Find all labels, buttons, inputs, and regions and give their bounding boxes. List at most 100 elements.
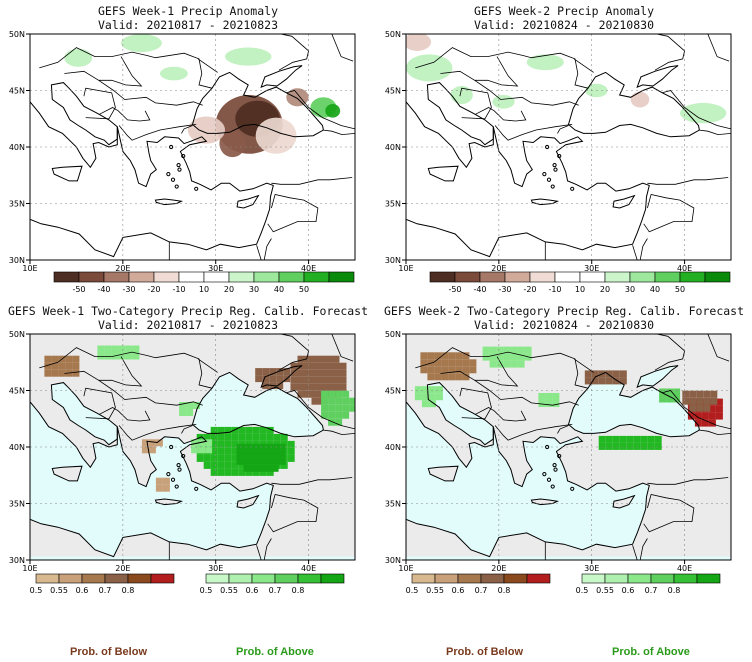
forecast-cell xyxy=(231,468,239,476)
lat-tick-label: 35N xyxy=(9,200,25,209)
forecast-cell xyxy=(598,435,606,443)
forecast-cell xyxy=(262,368,270,376)
forecast-cell xyxy=(689,404,697,412)
forecast-cell xyxy=(266,468,274,476)
forecast-cell xyxy=(245,468,253,476)
colorbar-tick-label: 0.7 xyxy=(645,586,658,595)
anomaly-colorbar-right: -50 -40 -30 -20 -10 10 20 30 40 50 xyxy=(429,271,731,294)
forecast-cell xyxy=(538,400,546,407)
forecast-cell xyxy=(297,376,305,384)
forecast-cell xyxy=(325,383,333,391)
colorbar-swatch xyxy=(581,573,606,584)
forecast-cell xyxy=(191,446,199,454)
colorbar-swatch xyxy=(35,573,60,584)
forecast-cell xyxy=(328,404,336,412)
forecast-cell xyxy=(210,447,218,455)
colorbar-swatch xyxy=(103,271,130,283)
colorbar-tick-label: -30 xyxy=(122,285,135,294)
forecast-cell xyxy=(682,390,690,398)
forecast-cell xyxy=(414,386,422,394)
forecast-cell xyxy=(605,370,613,378)
forecast-cell xyxy=(311,383,319,391)
panel-valid-text: Valid: 20210824 - 20210830 xyxy=(473,18,654,32)
forecast-cell xyxy=(210,433,218,441)
forecast-cell xyxy=(280,433,288,441)
colorbar-tick-label: 40 xyxy=(274,285,284,294)
forecast-cell xyxy=(342,390,350,398)
anomaly-blob xyxy=(526,54,564,71)
forecast-cell xyxy=(659,388,667,396)
forecast-cell xyxy=(469,366,477,374)
forecast-cell xyxy=(455,359,463,367)
colorbar-swatch xyxy=(627,573,652,584)
forecast-cell xyxy=(332,362,340,370)
forecast-cell xyxy=(238,426,246,434)
forecast-cell xyxy=(591,370,599,378)
forecast-cell xyxy=(715,412,723,420)
colorbar-tick-label: 0.55 xyxy=(220,586,238,595)
forecast-cell xyxy=(342,411,350,419)
forecast-cell xyxy=(243,457,251,465)
forecast-cell xyxy=(311,362,319,370)
colorbar-tick-label: 0.6 xyxy=(76,586,89,595)
forecast-cell xyxy=(448,359,456,367)
prob-above-caption: Prob. of Above xyxy=(236,646,314,658)
colorbar-tick-label: -50 xyxy=(448,285,461,294)
forecast-cell xyxy=(584,370,592,378)
colorbar-tick-label: 0.8 xyxy=(668,586,681,595)
forecast-cell xyxy=(584,377,592,385)
forecast-cell xyxy=(428,400,436,408)
forecast-cell xyxy=(210,426,218,434)
forecast-cell xyxy=(441,366,449,374)
colorbar-swatch xyxy=(503,573,528,584)
forecast-cell xyxy=(612,442,620,450)
forecast-cell xyxy=(659,395,667,403)
forecast-cell xyxy=(238,461,246,469)
colorbar-swatch xyxy=(434,573,459,584)
forecast-cell xyxy=(210,440,218,448)
forecast-cell xyxy=(318,383,326,391)
lat-tick-label: 50N xyxy=(9,30,25,39)
forecast-cell xyxy=(321,390,329,398)
anomaly-blob xyxy=(679,102,727,124)
lon-tick-label: 20E xyxy=(115,564,130,573)
forecast-cell xyxy=(689,397,697,405)
colorbar-swatch xyxy=(650,573,675,584)
forecast-cell xyxy=(217,468,225,476)
forecast-cell xyxy=(231,447,239,455)
forecast-cell xyxy=(148,439,156,447)
forecast-cell xyxy=(332,369,340,377)
forecast-cell xyxy=(217,461,225,469)
forecast-cell xyxy=(283,368,291,376)
forecast-cell xyxy=(496,346,504,354)
forecast-cell xyxy=(517,353,525,361)
lat-tick-label: 50N xyxy=(385,30,401,39)
colorbar-swatch xyxy=(704,271,731,283)
colorbar-tick-label: 0.5 xyxy=(200,586,212,595)
colorbar-swatch xyxy=(454,271,481,283)
forecast-cell xyxy=(217,440,225,448)
forecast-cell xyxy=(290,362,298,370)
forecast-cell xyxy=(271,464,279,472)
forecast-cell xyxy=(311,355,319,363)
forecast-cell xyxy=(441,352,449,360)
forecast-cell xyxy=(715,398,723,406)
forecast-cell xyxy=(250,457,258,465)
colorbar-swatch xyxy=(479,271,506,283)
colorbar-swatch xyxy=(104,573,129,584)
forecast-cell xyxy=(304,390,312,398)
forecast-cell xyxy=(325,369,333,377)
forecast-cell xyxy=(696,390,704,398)
forecast-cell xyxy=(58,362,66,370)
lat-tick-label: 30N xyxy=(385,556,401,565)
forecast-cell xyxy=(328,390,336,398)
forecast-cell xyxy=(342,397,350,405)
lon-tick-label: 20E xyxy=(115,264,130,273)
forecast-cell xyxy=(339,383,347,391)
colorbar-swatch xyxy=(128,271,155,283)
forecast-cell xyxy=(318,362,326,370)
forecast-cell xyxy=(605,435,613,443)
forecast-cell xyxy=(435,393,443,401)
lat-tick-label: 35N xyxy=(9,500,25,509)
forecast-cell xyxy=(311,397,319,405)
